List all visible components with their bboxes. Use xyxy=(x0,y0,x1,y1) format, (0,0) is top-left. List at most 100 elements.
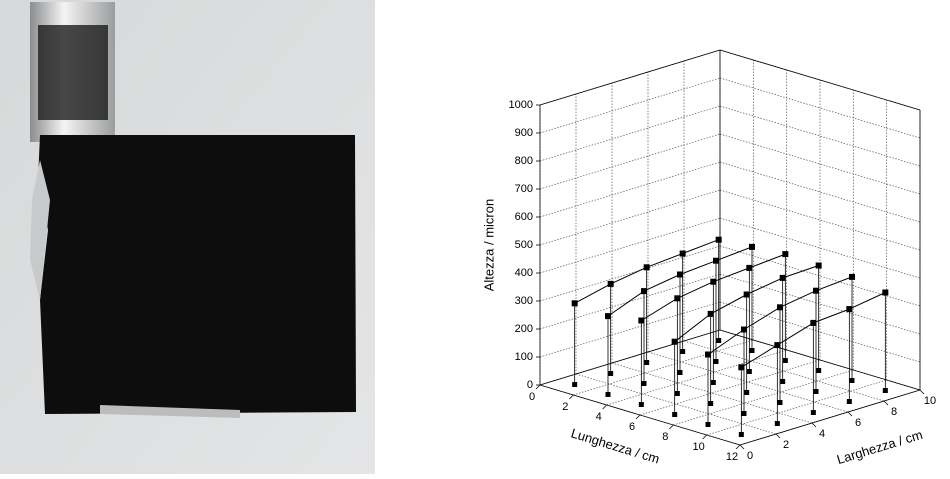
z-tick-label: 800 xyxy=(515,155,533,167)
data-point xyxy=(638,317,645,324)
data-point xyxy=(779,274,786,281)
floor-point xyxy=(816,368,822,373)
data-point xyxy=(749,243,755,250)
data-point xyxy=(849,273,855,280)
y-axis-title: Larghezza / cm xyxy=(835,427,924,467)
data-point xyxy=(738,364,745,371)
data-point xyxy=(715,236,722,243)
foil-edge xyxy=(100,405,240,418)
z-grid-line xyxy=(539,77,721,134)
data-point xyxy=(671,338,678,345)
x-grid-line xyxy=(606,349,787,406)
floor-point xyxy=(641,381,647,386)
data-point xyxy=(815,262,822,269)
connector-line xyxy=(646,253,683,268)
z-grid-line xyxy=(539,105,721,162)
connector-line xyxy=(677,281,714,299)
y-tick-label: 10 xyxy=(924,395,936,407)
x-tick xyxy=(602,404,607,410)
connector-line xyxy=(746,277,783,295)
data-point xyxy=(782,251,789,258)
y-tick xyxy=(847,411,853,417)
z-grid-line xyxy=(719,189,921,251)
z-grid-line xyxy=(539,301,721,358)
x-grid-line xyxy=(573,339,754,396)
connector-line xyxy=(707,329,745,355)
z-tick-label: 700 xyxy=(515,183,533,195)
z-grid-line xyxy=(719,273,921,335)
x-grid-line xyxy=(673,369,854,426)
floor-point xyxy=(710,380,716,385)
floor-point xyxy=(572,382,578,387)
data-point xyxy=(810,319,817,326)
foil-dark-area xyxy=(38,25,108,120)
connector-line xyxy=(741,344,778,368)
data-point xyxy=(643,264,650,271)
data-point xyxy=(705,351,711,358)
x-grid-line xyxy=(706,379,887,436)
data-point xyxy=(710,278,717,285)
data-point xyxy=(641,288,647,295)
data-point xyxy=(677,271,683,278)
x-axis-title: Lunghezza / cm xyxy=(569,425,661,466)
x-tick-label: 12 xyxy=(726,451,738,463)
z-grid-line xyxy=(539,161,721,218)
z-tick-label: 300 xyxy=(515,295,533,307)
z-tick-label: 600 xyxy=(515,211,533,223)
floor-point xyxy=(746,369,752,374)
floor-point xyxy=(716,338,722,343)
data-point xyxy=(774,342,781,349)
floor-point xyxy=(672,412,678,417)
connector-line xyxy=(782,265,819,279)
coated-sample xyxy=(38,135,356,414)
z-grid-line xyxy=(539,245,721,302)
z-tick-label: 400 xyxy=(515,267,533,279)
connector-line xyxy=(643,274,681,292)
photo xyxy=(0,0,375,474)
data-point xyxy=(605,313,611,320)
connector-line xyxy=(710,294,747,315)
data-point xyxy=(679,250,686,257)
data-point xyxy=(707,310,714,317)
z-grid-line xyxy=(539,273,721,330)
x-tick xyxy=(635,414,641,420)
floor-point xyxy=(644,360,650,365)
y-tick-label: 4 xyxy=(819,428,825,440)
data-point xyxy=(882,289,889,296)
x-tick-label: 4 xyxy=(596,411,602,423)
data-point xyxy=(741,326,747,333)
y-grid-line xyxy=(683,340,885,402)
floor-point xyxy=(741,411,747,416)
foil-edge xyxy=(30,160,50,300)
connector-line xyxy=(849,292,886,310)
floor-point xyxy=(738,432,744,437)
connector-line xyxy=(715,246,753,262)
x-tick xyxy=(735,444,741,450)
connector-line xyxy=(815,276,853,292)
floor-point xyxy=(777,400,783,405)
axis-frame xyxy=(719,49,921,111)
axis-frame xyxy=(539,49,721,106)
floor-point xyxy=(608,371,614,376)
y-tick-label: 0 xyxy=(747,450,753,462)
floor-point xyxy=(782,358,788,363)
data-point xyxy=(777,304,783,311)
connector-line xyxy=(743,306,781,330)
y-grid-line xyxy=(611,362,813,424)
connector-line xyxy=(679,260,717,275)
z-tick-label: 100 xyxy=(515,351,533,363)
data-point xyxy=(607,280,614,287)
z-grid-line xyxy=(539,217,721,274)
floor-point xyxy=(882,388,888,393)
x-tick-label: 8 xyxy=(662,431,668,443)
x-tick xyxy=(569,394,574,400)
x-tick-label: 6 xyxy=(629,421,635,433)
connector-line xyxy=(607,290,645,317)
z-tick-label: 500 xyxy=(515,239,533,251)
y-tick xyxy=(883,400,889,406)
axis-frame xyxy=(739,389,921,446)
y-tick xyxy=(811,422,817,428)
x-grid-line xyxy=(639,359,821,416)
